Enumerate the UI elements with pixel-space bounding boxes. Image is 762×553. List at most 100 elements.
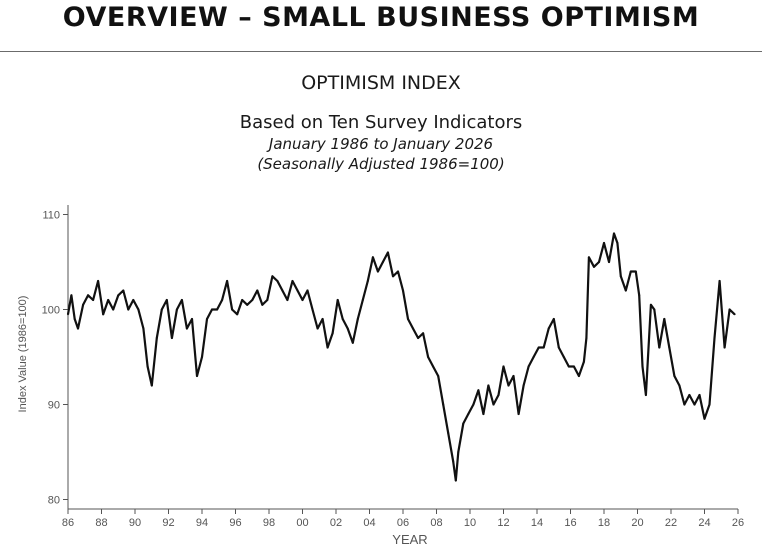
data-point (587, 256, 590, 259)
chart-note: (Seasonally Adjusted 1986=100) (257, 155, 505, 173)
x-tick-label-96: 96 (229, 517, 241, 529)
data-point (634, 270, 637, 273)
data-point (321, 318, 324, 320)
data-point (713, 337, 716, 339)
data-point (593, 265, 595, 268)
y-tick-label-110: 110 (42, 210, 60, 222)
data-point (673, 375, 676, 377)
data-point (356, 318, 359, 320)
data-point (132, 299, 135, 301)
data-point (296, 289, 299, 292)
x-tick-label-90: 90 (129, 517, 141, 529)
data-point (683, 403, 686, 406)
page-title: OVERVIEW – SMALL BUSINESS OPTIMISM (62, 2, 700, 33)
series-layer (66, 232, 736, 482)
data-point (221, 299, 224, 301)
data-point (437, 375, 440, 377)
data-point (180, 299, 183, 301)
data-point (87, 294, 90, 297)
x-tick-label-06: 06 (397, 517, 409, 529)
data-point (693, 403, 696, 406)
data-point (291, 280, 294, 282)
data-point (552, 318, 555, 320)
data-point (678, 384, 681, 387)
x-tick-label-00: 00 (296, 517, 308, 529)
data-point (427, 356, 430, 358)
data-point (472, 403, 475, 406)
data-point (211, 308, 213, 311)
data-point (649, 303, 652, 306)
data-point (316, 327, 319, 330)
data-point (246, 303, 249, 306)
data-point (619, 275, 622, 278)
data-point (196, 375, 198, 377)
data-point (286, 299, 289, 301)
data-point (442, 403, 445, 406)
data-point (392, 275, 394, 278)
data-point (412, 327, 414, 330)
data-point (644, 394, 647, 396)
data-point (467, 413, 470, 415)
x-tick-label-24: 24 (698, 517, 710, 529)
data-point (462, 422, 465, 425)
data-point (67, 313, 69, 316)
data-point (603, 242, 605, 244)
data-point (261, 303, 264, 306)
data-point (638, 294, 641, 297)
data-point (251, 299, 254, 301)
data-point (107, 299, 110, 301)
data-point (613, 232, 615, 235)
data-point (432, 365, 435, 368)
data-point (641, 365, 644, 368)
x-tick-label-86: 86 (62, 517, 74, 529)
data-point (477, 389, 480, 392)
data-point (718, 280, 721, 282)
data-point (567, 365, 570, 368)
data-point (142, 327, 145, 330)
data-point (351, 341, 354, 344)
x-tick-label-04: 04 (363, 517, 375, 529)
data-point (241, 299, 244, 301)
data-point (346, 327, 349, 330)
data-point (226, 280, 229, 282)
x-tick-label-14: 14 (531, 517, 543, 529)
data-point (522, 384, 525, 387)
data-point (175, 308, 178, 311)
data-point (616, 242, 619, 244)
data-point (371, 256, 374, 259)
data-point (301, 299, 304, 301)
x-tick-label-02: 02 (330, 517, 342, 529)
data-point (117, 294, 120, 297)
data-point (517, 413, 520, 415)
data-point (407, 318, 409, 320)
data-point (236, 313, 239, 316)
data-point (276, 280, 279, 282)
data-point (97, 280, 100, 282)
y-axis: 80 90 100 110 (42, 205, 69, 509)
data-point (137, 308, 140, 311)
data-point (454, 479, 457, 482)
data-point (271, 275, 274, 278)
data-point (562, 356, 565, 358)
y-axis-label: Index Value (1986=100) (17, 296, 29, 413)
data-point (492, 403, 495, 406)
data-point (585, 337, 588, 339)
data-point (170, 337, 173, 339)
data-point (537, 346, 540, 349)
data-point (723, 346, 726, 349)
data-point (206, 318, 208, 320)
chart-subtitle: Based on Ten Survey Indicators (239, 112, 523, 133)
data-point (708, 403, 711, 406)
data-point (311, 308, 314, 311)
data-point (482, 413, 485, 415)
data-point (653, 308, 656, 311)
x-tick-label-20: 20 (631, 517, 643, 529)
y-tick-label-80: 80 (48, 495, 60, 507)
data-point (82, 303, 85, 306)
data-point (266, 299, 269, 301)
data-point (572, 365, 575, 368)
data-point (70, 294, 73, 297)
data-point (281, 289, 284, 292)
data-point (331, 332, 334, 335)
data-point (582, 360, 585, 363)
